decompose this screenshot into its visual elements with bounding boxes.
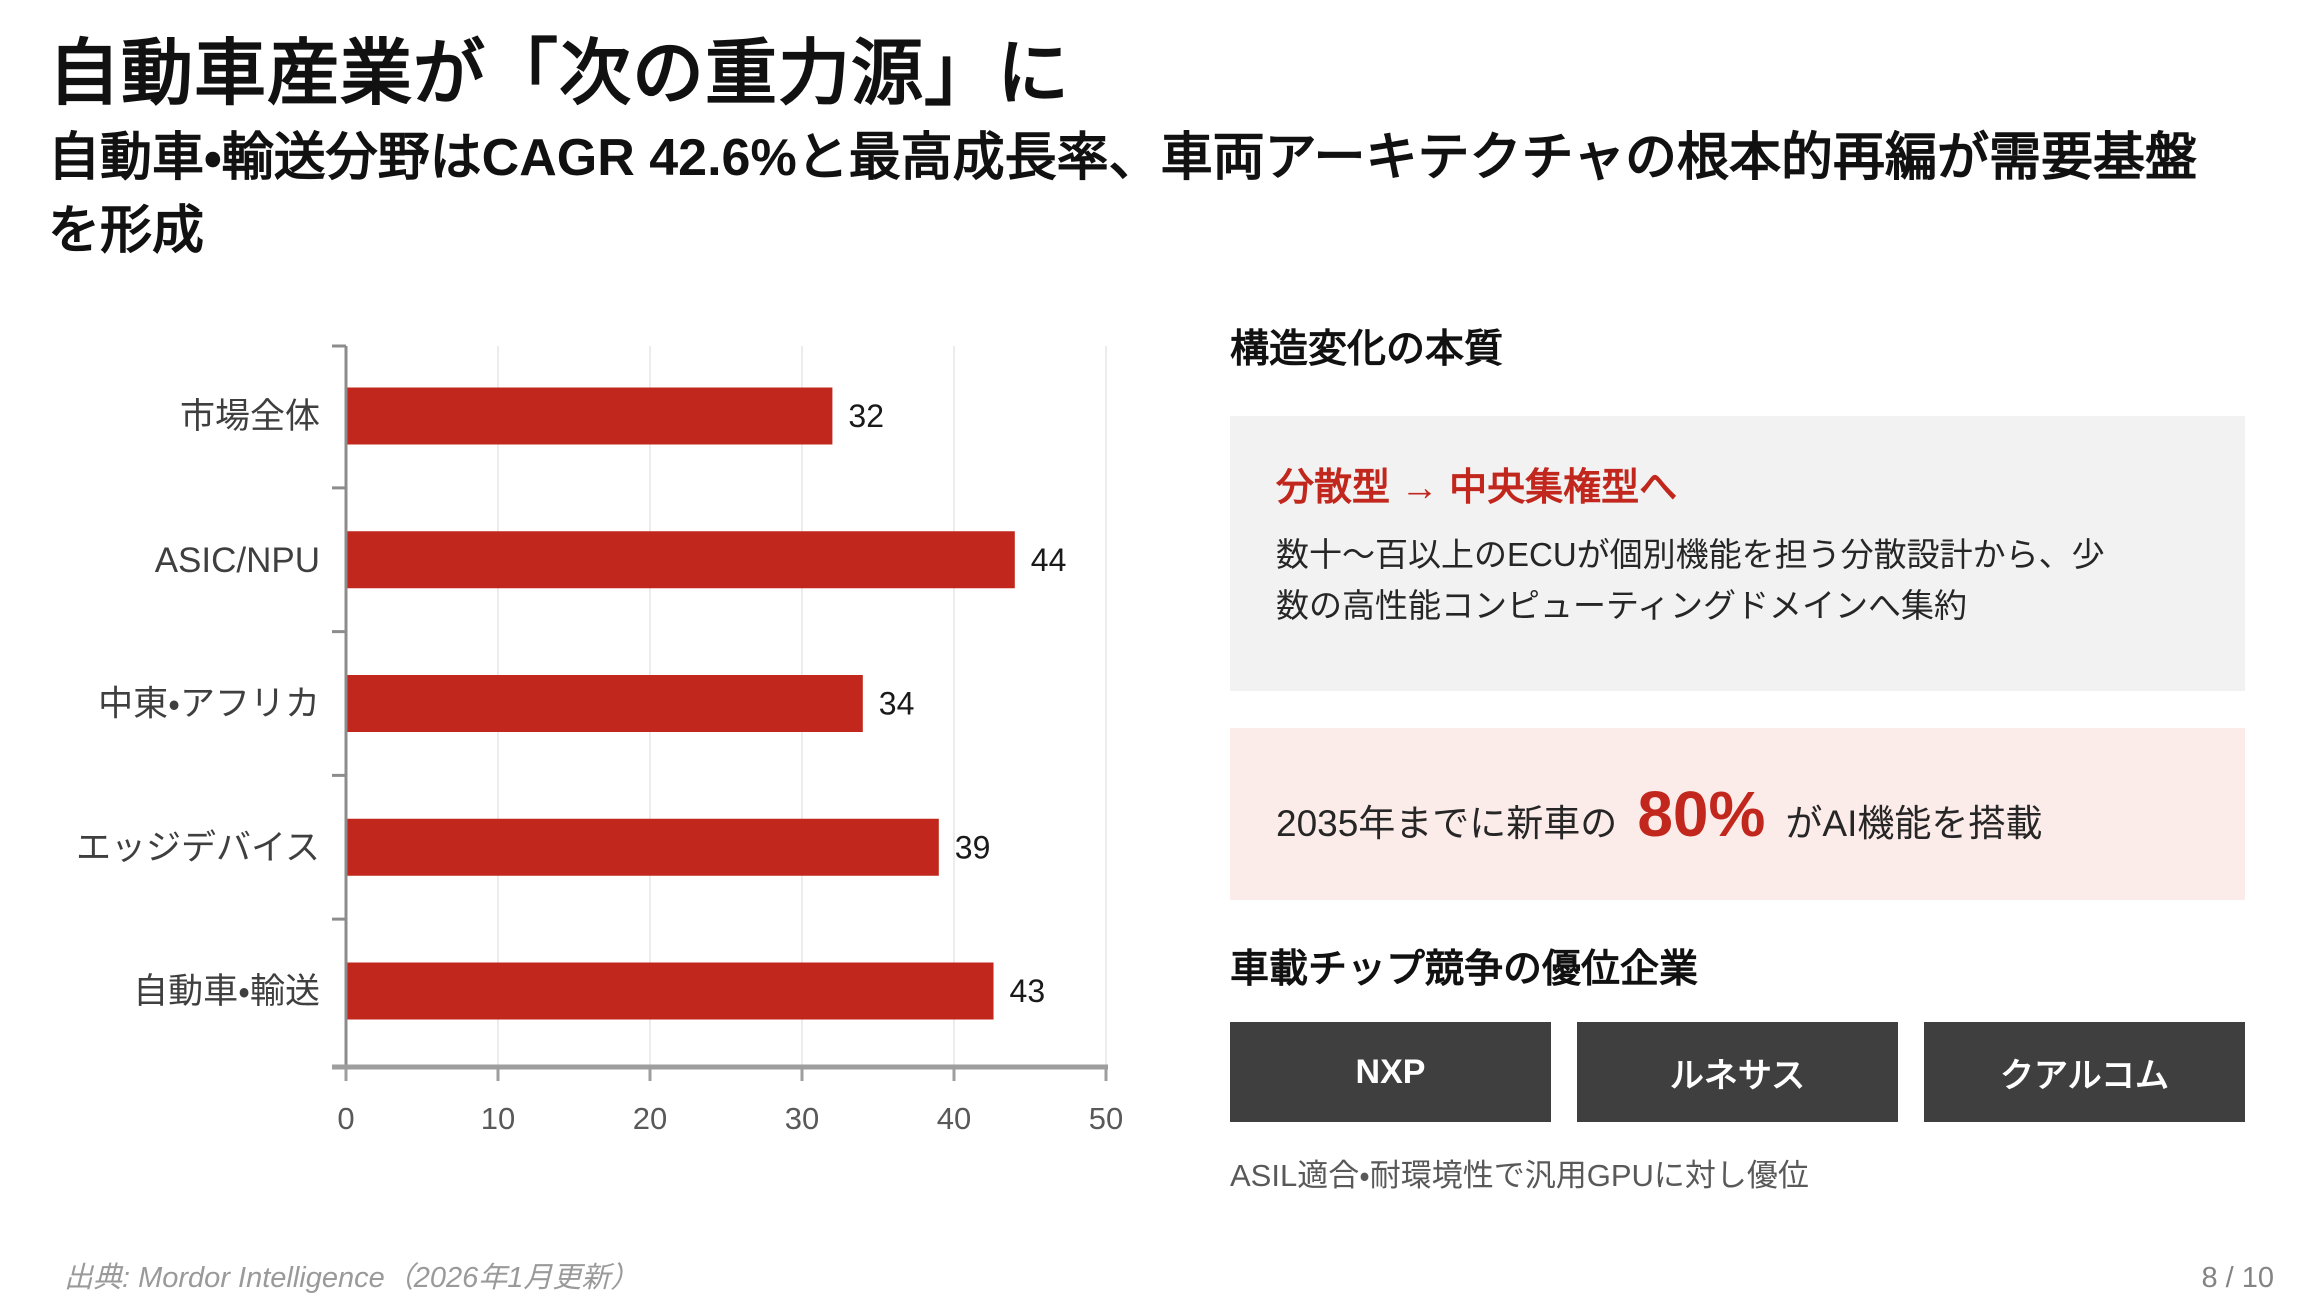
cagr-bar-chart: 32 市場全体 44 ASIC/NPU 34 中東・アフリカ 39 エッジデバイス 43 自動車・… [20, 330, 1160, 1180]
bar-value-label: 32 [848, 398, 884, 434]
bar-value-label: 34 [879, 686, 915, 722]
stat-line: 2035年までに新車の 80% がAI機能を搭載 [1276, 777, 2042, 851]
category-label: 中東・アフリカ [98, 685, 320, 724]
category-label: 自動車・輸送 [133, 972, 320, 1011]
stat-prefix: 2035年までに新車の [1276, 803, 1618, 844]
bar-value-label: 39 [955, 829, 991, 865]
bar-value-label: 44 [1031, 542, 1067, 578]
chip-advantage-caption: ASIL適合・耐環境性で汎用GPUに対し優位 [1230, 1158, 1809, 1193]
company-chips-row: NXP ルネサス クアルコム [1230, 1022, 2245, 1122]
shift-body: 数十〜百以上のECUが個別機能を担う分散設計から、少数の高性能コンピューティング… [1276, 536, 2105, 625]
page-subtitle: 自動車・輸送分野はCAGR 42.6%と最高成長率、車両アーキテクチャの根本的再… [48, 129, 2198, 260]
category-label: ASIC/NPU [155, 541, 320, 580]
page-title: 自動車産業が「次の重力源」に [48, 34, 1071, 114]
company-chip-qualcomm: クアルコム [1924, 1022, 2245, 1122]
company-chip-nxp: NXP [1230, 1022, 1551, 1122]
company-chip-renesas: ルネサス [1577, 1022, 1898, 1122]
bar [346, 387, 833, 445]
x-tick-label: 50 [1089, 1101, 1123, 1136]
architecture-shift-box: 分散型 → 中央集権型へ 数十〜百以上のECUが個別機能を担う分散設計から、少数… [1230, 416, 2245, 691]
ai-adoption-stat-box: 2035年までに新車の 80% がAI機能を搭載 [1230, 728, 2245, 900]
category-label: エッジデバイス [76, 828, 320, 867]
bar [346, 962, 994, 1020]
category-label: 市場全体 [180, 397, 320, 436]
bar [346, 818, 939, 876]
x-tick-label: 10 [481, 1101, 515, 1136]
cagr-bar-chart-svg: 32 市場全体 44 ASIC/NPU 34 中東・アフリカ 39 エッジデバイス 43 自動車・… [76, 344, 1123, 1136]
bar [346, 675, 863, 732]
chip-leaders-heading: 車載チップ競争の優位企業 [1230, 948, 1699, 991]
x-tick-label: 20 [633, 1101, 667, 1136]
shift-headline: 分散型 → 中央集権型へ [1276, 467, 1678, 509]
x-tick-label: 40 [937, 1101, 971, 1136]
structure-change-heading: 構造変化の本質 [1230, 328, 1504, 371]
bar [346, 531, 1015, 589]
x-tick-label: 30 [785, 1101, 819, 1136]
stat-value: 80% [1637, 778, 1766, 850]
x-tick-label: 0 [337, 1101, 354, 1136]
source-citation: 出典: Mordor Intelligence（2026年1月更新） [64, 1262, 640, 1294]
page-number: 8 / 10 [2201, 1262, 2274, 1294]
stat-suffix: がAI機能を搭載 [1785, 803, 2043, 844]
bar-value-label: 43 [1010, 973, 1046, 1009]
